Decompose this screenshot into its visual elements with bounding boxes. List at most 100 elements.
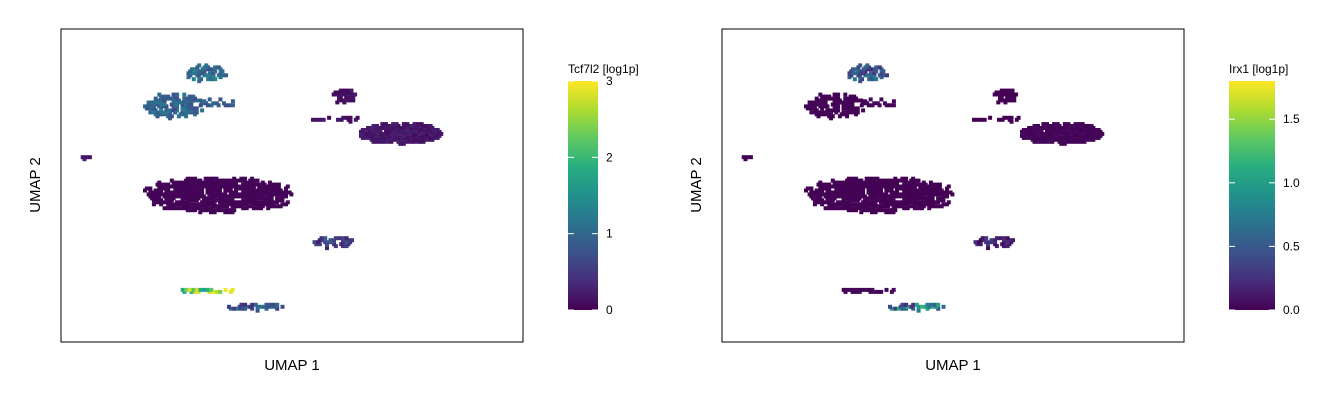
colorbar-tick-label: 0.5 [1283,239,1300,253]
data-point [1073,122,1078,127]
colorbar-title: Irx1 [log1p] [1229,62,1288,76]
data-point [162,206,167,211]
data-point [891,99,896,104]
data-point [207,97,212,102]
data-point [741,155,746,160]
data-point [945,190,949,195]
data-point [850,176,855,181]
data-point [1002,115,1007,120]
data-point [419,122,424,127]
data-point [921,180,926,185]
data-point [975,117,980,122]
data-point [193,176,197,181]
data-point [191,202,196,207]
data-point [194,202,199,207]
data-point [325,246,329,251]
data-point [162,102,167,107]
data-point [1086,124,1090,128]
data-point [255,182,260,187]
data-point [250,302,255,307]
colorbar-tick-label: 1 [606,227,613,241]
data-point [872,75,877,80]
data-point [986,246,990,251]
data-point [80,155,85,160]
data-point [946,184,951,189]
data-point [918,200,923,205]
data-point [989,238,994,243]
data-point [879,97,884,102]
data-point [253,302,258,307]
data-point [226,178,231,183]
data-point [213,65,218,70]
data-point [886,208,891,213]
data-point [1045,129,1049,134]
colorbar: Irx1 [log1p] 0.0 0.5 1.0 1.5 [1229,62,1300,317]
data-point [880,178,885,183]
data-point [394,122,399,127]
data-point [1045,122,1049,127]
data-point [1003,88,1008,93]
data-point [162,182,167,187]
data-point [191,287,196,292]
data-point [148,190,153,195]
colorbar-ticks: 0 1 2 3 [568,74,613,317]
data-point [861,188,866,193]
data-point [180,106,185,111]
data-point [941,202,946,207]
data-point [829,112,833,117]
data-point [830,190,835,195]
data-point [166,94,171,99]
colorbar-gradient [1229,81,1275,310]
data-point [84,155,89,160]
data-point [200,188,205,193]
data-point [830,178,835,183]
data-point [1010,88,1015,93]
data-point [861,108,866,113]
x-axis-label: UMAP 1 [264,357,320,374]
data-point [823,94,828,99]
data-point [157,92,162,97]
data-point [988,115,993,120]
data-point [1080,122,1085,127]
data-point [384,129,388,134]
data-point [900,176,905,181]
data-point [929,302,934,307]
data-point [214,101,219,106]
data-point [184,287,189,292]
data-point [204,63,209,68]
data-point [925,302,930,307]
data-point [836,200,841,205]
data-point [264,302,269,307]
data-point [841,106,846,111]
data-point [852,287,857,292]
data-point [425,124,429,128]
data-point [214,289,219,294]
data-point [227,103,232,108]
data-point [198,178,203,183]
data-point [175,92,180,97]
data-point [891,287,896,292]
data-point [982,117,987,122]
data-point [346,88,350,93]
data-point [1016,115,1021,120]
data-point [178,180,183,185]
data-point [380,122,385,127]
data-point [271,302,276,307]
data-point [344,115,349,120]
data-point [868,176,873,181]
data-point [825,108,830,113]
data-point [874,65,879,70]
data-point [807,100,812,105]
data-point [187,94,192,99]
data-point [875,101,880,106]
data-point [435,128,440,132]
colorbar-gradient [568,81,598,310]
data-point [232,176,237,181]
data-point [211,75,216,80]
data-point [859,287,864,292]
data-point [994,236,999,241]
data-point [225,208,230,213]
data-point [337,236,342,241]
data-point [745,155,750,160]
data-point [182,96,187,101]
